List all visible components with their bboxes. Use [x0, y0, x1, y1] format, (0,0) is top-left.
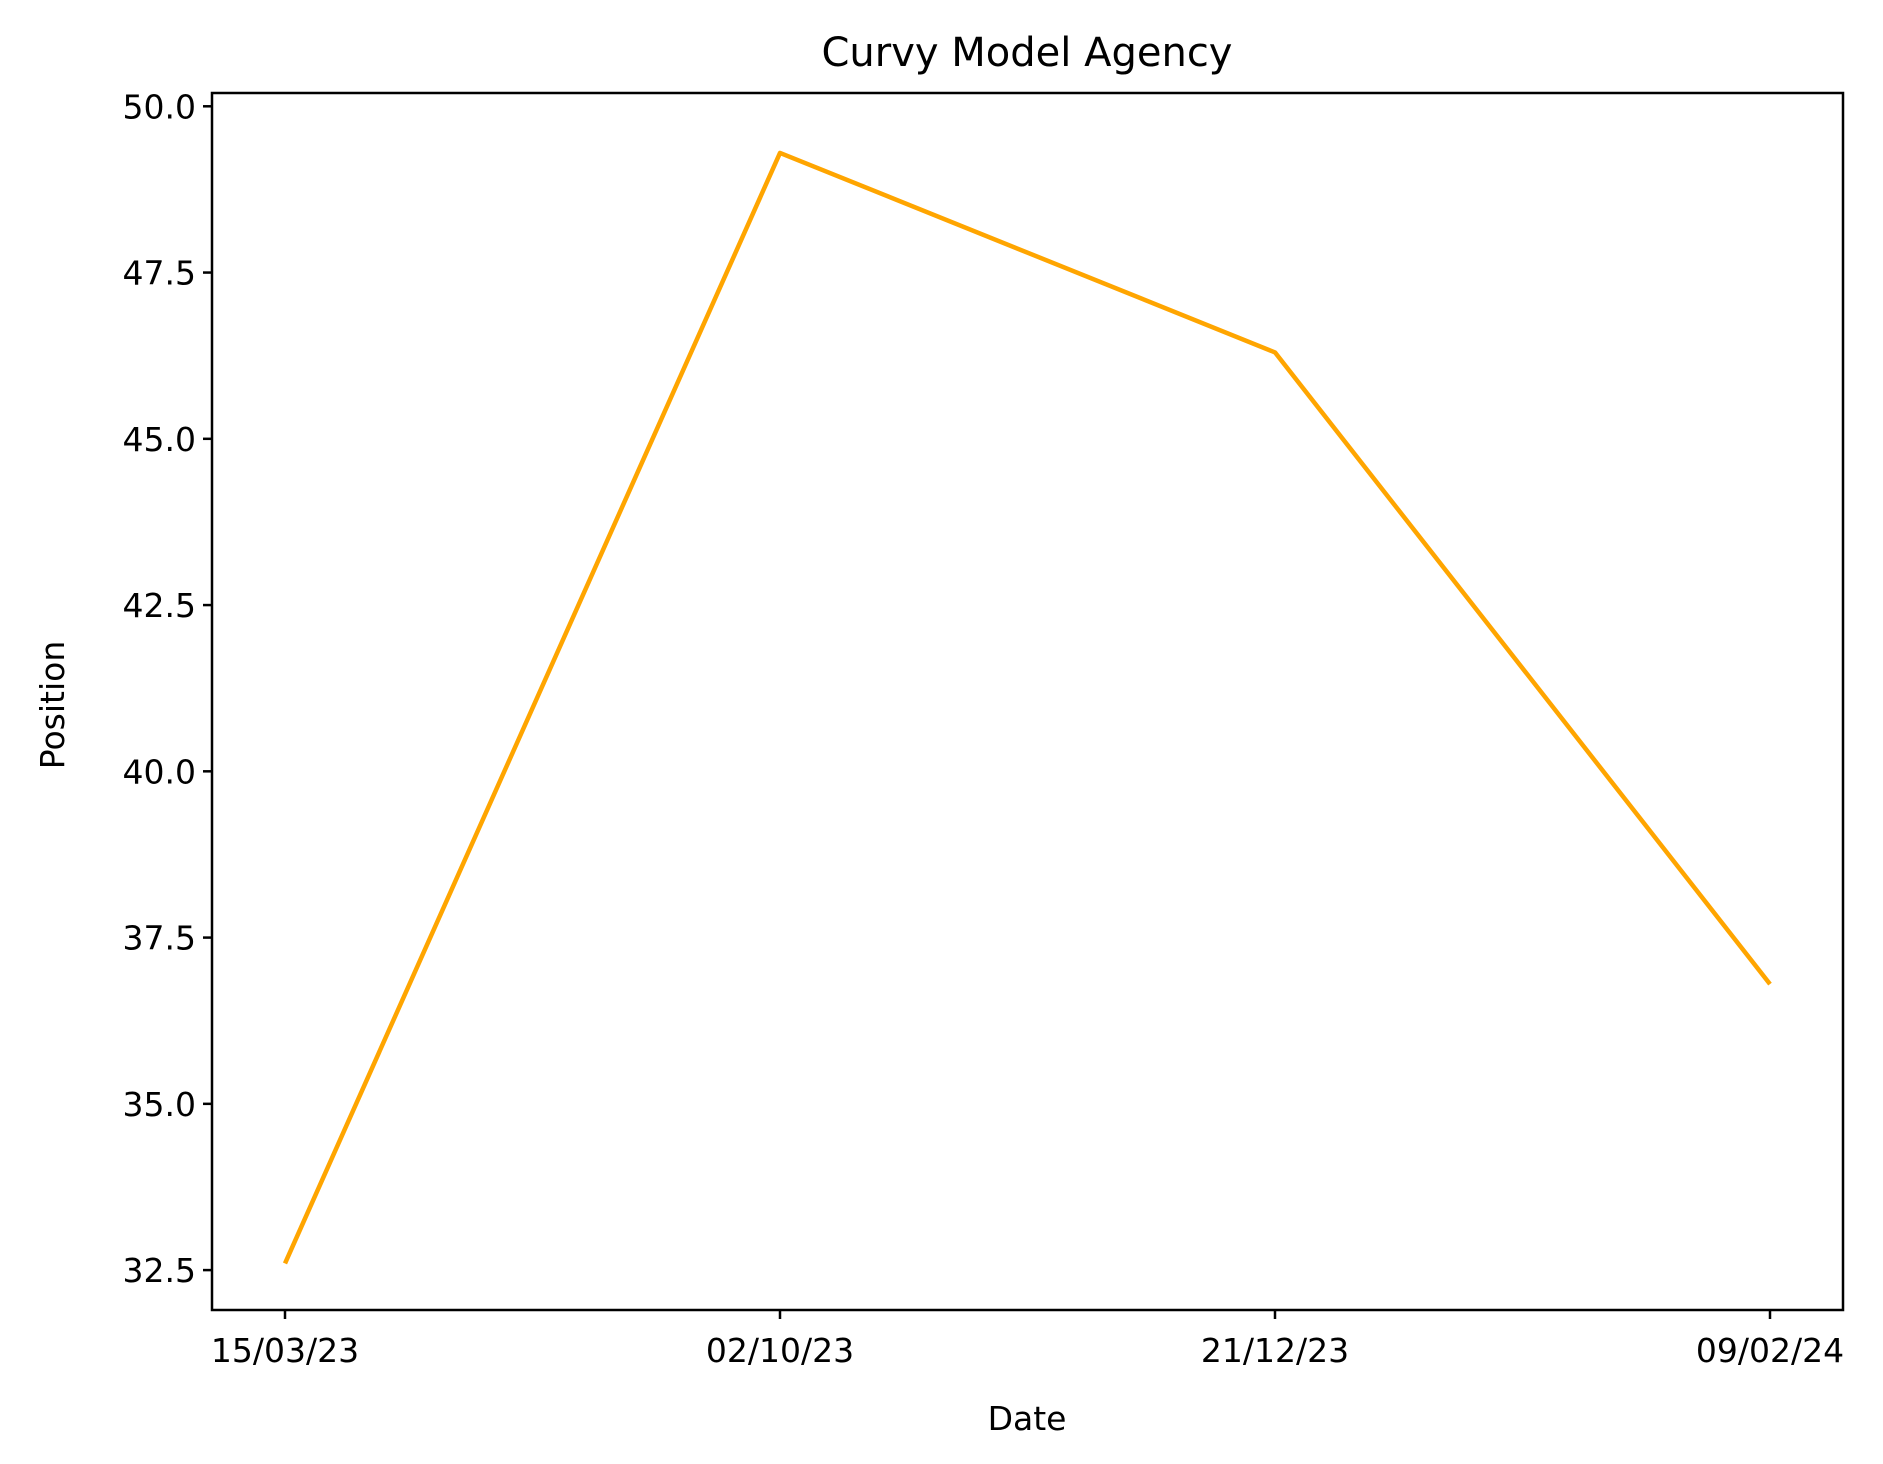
- series-layer: [282, 150, 1772, 1265]
- y-tick-label: 47.5: [123, 254, 196, 293]
- y-axis-label: Position: [33, 641, 72, 770]
- y-tick-label: 40.0: [123, 752, 196, 791]
- y-axis: 32.5 35.0 37.5 40.0 42.5 45.0 47.5 50.0: [123, 87, 212, 1290]
- x-tick-label: 21/12/23: [1201, 1331, 1349, 1370]
- y-tick-label: 32.5: [123, 1251, 196, 1290]
- x-axis: 15/03/23 02/10/23 21/12/23 09/02/24: [211, 1310, 1844, 1370]
- x-tick-label: 15/03/23: [211, 1331, 359, 1370]
- chart-title: Curvy Model Agency: [822, 30, 1233, 76]
- y-tick-label: 42.5: [123, 586, 196, 625]
- y-tick-label: 45.0: [123, 420, 196, 459]
- y-tick-label: 35.0: [123, 1085, 196, 1124]
- x-tick-label: 02/10/23: [706, 1331, 854, 1370]
- plot-area-frame: [210, 91, 1845, 1312]
- y-tick-label: 37.5: [123, 919, 196, 958]
- series-line: [282, 150, 1772, 1265]
- x-tick-label: 09/02/24: [1696, 1331, 1844, 1370]
- y-tick-label: 50.0: [123, 87, 196, 126]
- x-axis-label: Date: [988, 1399, 1067, 1438]
